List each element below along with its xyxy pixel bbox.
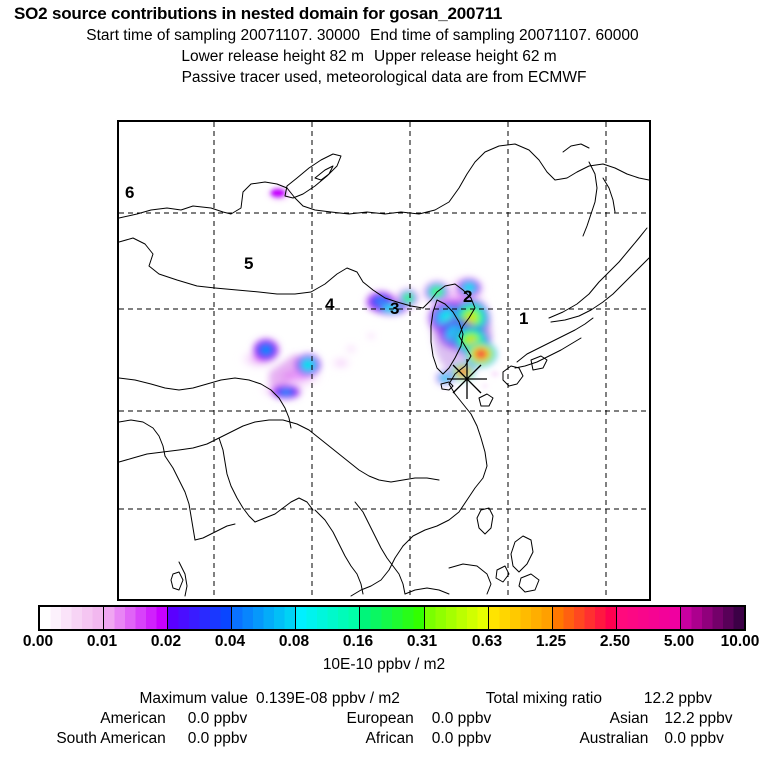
colorbar: [38, 605, 746, 631]
region-name-european: European: [346, 710, 414, 727]
region-value-south-american: 0.0 ppbv: [187, 730, 248, 747]
colorbar-band-9: [616, 607, 681, 629]
region-value-asian: 12.2 ppbv: [664, 710, 733, 727]
colorbar-tick-5: 0.16: [342, 633, 374, 650]
region-value-australian: 0.0 ppbv: [664, 730, 724, 747]
plume-north-china: [361, 273, 493, 318]
colorbar-band-10: [680, 607, 745, 629]
page-title: SO2 source contributions in nested domai…: [14, 4, 503, 23]
figure-root: SO2 source contributions in nested domai…: [0, 4, 768, 772]
region-label-4: 4: [325, 295, 335, 314]
figure-header: SO2 source contributions in nested domai…: [0, 4, 768, 87]
region-name-australian: Australian: [579, 730, 649, 747]
colorbar-band-6: [424, 607, 489, 629]
colorbar-band-8: [552, 607, 617, 629]
region-value-european: 0.0 ppbv: [431, 710, 492, 727]
colorbar-band-2: [168, 607, 233, 629]
max-value-value: 0.139E-08 ppbv / m2: [256, 690, 400, 707]
region-name-south-american: South American: [56, 730, 166, 747]
region-label-2: 2: [463, 287, 473, 306]
tracer-note: Passive tracer used, meteorological data…: [181, 69, 587, 86]
region-label-6: 6: [125, 183, 135, 202]
colorbar-tick-2: 0.02: [150, 633, 182, 650]
release-height-row: Lower release height 82 m Upper release …: [0, 48, 768, 66]
end-time-label: End time of sampling 20071107. 60000: [370, 27, 639, 44]
region-value-american: 0.0 ppbv: [187, 710, 248, 727]
region-label-1: 1: [519, 309, 529, 328]
concentration-heatmap: [237, 183, 502, 400]
colorbar-band-4: [296, 607, 361, 629]
statistics-block: Maximum value 0.139E-08 ppbv / m2 Total …: [0, 690, 768, 750]
colorbar-ticks: 0.00 0.01 0.02 0.04 0.08 0.16 0.31 0.63 …: [0, 633, 768, 653]
colorbar-tick-8: 1.25: [535, 633, 567, 650]
colorbar-tick-1: 0.01: [86, 633, 118, 650]
colorbar-tick-9: 2.50: [599, 633, 631, 650]
colorbar-tick-6: 0.31: [406, 633, 438, 650]
map-coastlines: [119, 122, 649, 599]
region-label-3: 3: [390, 299, 400, 318]
start-time-label: Start time of sampling 20071107. 30000: [86, 27, 360, 44]
region-value-african: 0.0 ppbv: [431, 730, 492, 747]
colorbar-unit-label: 10E-10 ppbv / m2: [322, 656, 446, 673]
plume-korea: [425, 298, 497, 386]
stats-row-summary: Maximum value 0.139E-08 ppbv / m2 Total …: [0, 690, 768, 708]
sampling-time-row: Start time of sampling 20071107. 30000 E…: [0, 27, 768, 45]
region-label-5: 5: [244, 254, 254, 273]
plume-specks: [480, 369, 502, 390]
release-site-star: [447, 359, 487, 399]
colorbar-band-0: [40, 607, 105, 629]
colorbar-band-3: [232, 607, 297, 629]
colorbar-band-7: [488, 607, 553, 629]
stats-row-1: American 0.0 ppbv European 0.0 ppbv Asia…: [0, 710, 768, 728]
colorbar-tick-3: 0.04: [214, 633, 246, 650]
colorbar-tick-4: 0.08: [278, 633, 310, 650]
upper-release-height-label: Upper release height 62 m: [374, 48, 557, 65]
colorbar-tick-10: 5.00: [663, 633, 695, 650]
region-name-african: African: [365, 730, 414, 747]
colorbar-band-5: [360, 607, 425, 629]
map-panel: 6 5 4 3 2 1: [117, 120, 651, 601]
total-ratio-value: 12.2 ppbv: [643, 690, 712, 707]
max-value-label: Maximum value: [139, 690, 248, 707]
colorbar-tick-0: 0.00: [22, 633, 54, 650]
total-ratio-label: Total mixing ratio: [485, 690, 602, 707]
colorbar-tick-11: 10.00: [720, 633, 760, 650]
map-gridlines: [119, 122, 649, 599]
lower-release-height-label: Lower release height 82 m: [181, 48, 364, 65]
region-name-american: American: [100, 710, 166, 727]
colorbar-tick-7: 0.63: [471, 633, 503, 650]
stats-row-2: South American 0.0 ppbv African 0.0 ppbv…: [0, 730, 768, 748]
region-name-asian: Asian: [609, 710, 649, 727]
colorbar-band-1: [104, 607, 169, 629]
